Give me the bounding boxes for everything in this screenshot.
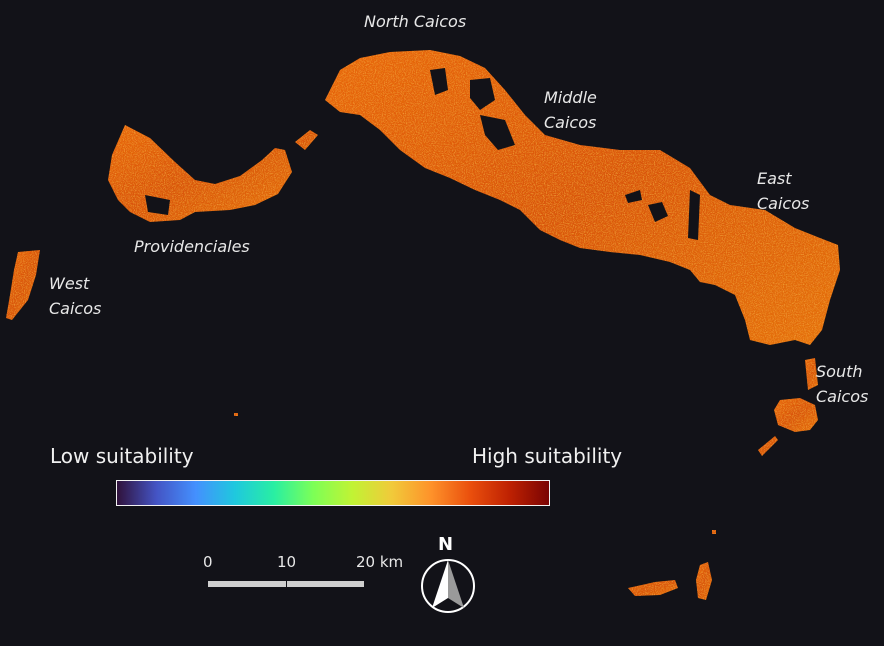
scale-bar <box>208 581 364 587</box>
provo-cay <box>295 130 318 150</box>
label-north-caicos: North Caicos <box>364 12 467 31</box>
provo-lagoon <box>145 195 170 215</box>
tiny-cay <box>712 530 716 534</box>
south-caicos-cay <box>805 358 818 390</box>
label-west-caicos-line1: West <box>49 274 90 293</box>
north-arrow-icon <box>421 559 475 613</box>
ambergris-cay-small <box>696 562 712 600</box>
pond-east-1 <box>648 202 668 222</box>
label-south-caicos: South Caicos <box>816 359 868 409</box>
north-letter: N <box>438 534 454 555</box>
north-arrow-right-half <box>448 560 464 608</box>
ambergris-cay-big <box>628 580 678 596</box>
suitability-colorbar <box>116 480 550 506</box>
scale-tick-20km: 20 km <box>356 553 404 571</box>
west-caicos-island <box>6 250 40 320</box>
inland-water <box>145 68 700 240</box>
tiny-cay-2 <box>234 413 238 416</box>
long-cay <box>758 436 778 456</box>
label-east-caicos-line2: Caicos <box>757 194 810 213</box>
label-west-caicos: West Caicos <box>49 271 101 321</box>
scale-bar-segment-1 <box>208 581 286 587</box>
label-south-caicos-line2: Caicos <box>816 387 869 406</box>
label-middle-caicos: Middle Caicos <box>544 85 597 135</box>
label-providenciales: Providenciales <box>134 237 250 256</box>
scale-tick-0: 0 <box>203 553 213 571</box>
label-middle-caicos-line2: Caicos <box>544 113 597 132</box>
label-east-caicos-line1: East <box>757 169 792 188</box>
lagoon-middle-2 <box>430 68 448 95</box>
scale-bar-segment-2 <box>287 581 364 587</box>
channel-middle-east <box>688 190 700 240</box>
label-south-caicos-line1: South <box>816 362 863 381</box>
lagoon-north-caicos <box>470 78 495 110</box>
providenciales-island <box>108 125 292 222</box>
scale-tick-10: 10 <box>277 553 297 571</box>
label-middle-caicos-line1: Middle <box>544 88 597 107</box>
label-east-caicos: East Caicos <box>757 166 809 216</box>
north-middle-east-caicos <box>325 50 840 345</box>
north-arrow-left-half <box>432 560 448 608</box>
pond-east-2 <box>625 190 642 203</box>
south-caicos-island <box>774 398 818 432</box>
lagoon-middle-1 <box>480 115 515 150</box>
legend-low-label: Low suitability <box>50 444 194 468</box>
legend-high-label: High suitability <box>472 444 623 468</box>
islands-layer <box>6 50 840 600</box>
label-west-caicos-line2: Caicos <box>49 299 102 318</box>
